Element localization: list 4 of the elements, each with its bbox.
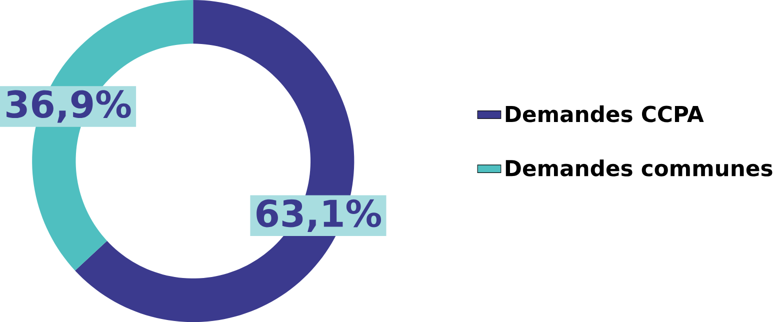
data-label: 36,9% — [6, 90, 131, 123]
legend-label: Demandes CCPA — [506, 105, 704, 122]
data-label: 63,1% — [256, 199, 382, 232]
legend-label: Demandes communes — [506, 159, 772, 176]
